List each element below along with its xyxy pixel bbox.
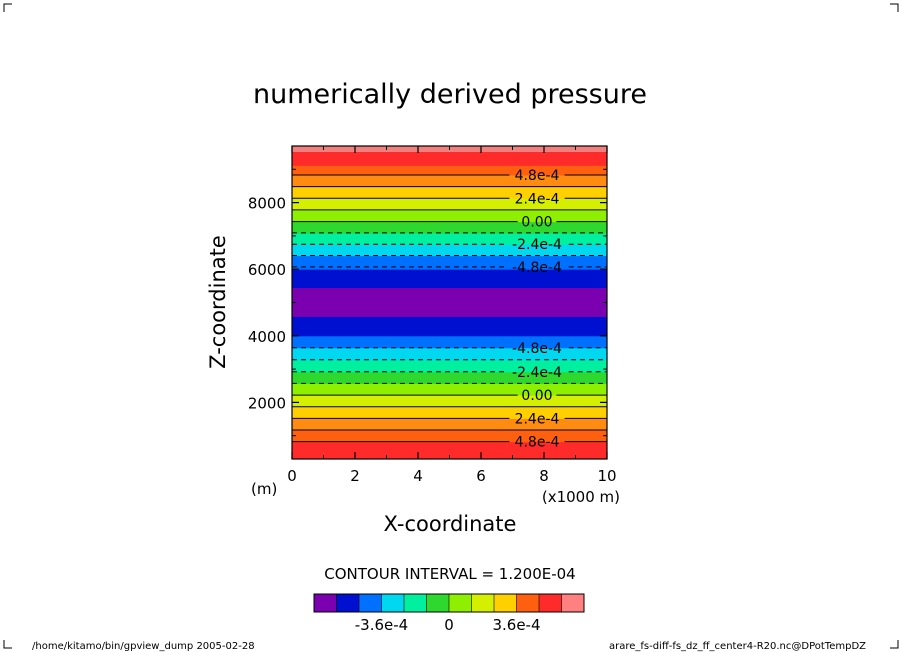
colorbar-swatch-11 xyxy=(561,594,585,612)
colorbar: -3.6e-4 0 3.6e-4 xyxy=(313,593,585,634)
band-5 xyxy=(292,383,607,396)
contour-label-13: 0.00 xyxy=(521,215,552,231)
band-14 xyxy=(292,244,607,257)
y-tick-label-0: 2000 xyxy=(248,394,286,412)
colorbar-swatch-4 xyxy=(404,594,427,612)
band-2 xyxy=(292,418,607,431)
chart-title: numerically derived pressure xyxy=(253,79,647,110)
contour-label-6: -2.4e-4 xyxy=(512,365,562,381)
x-tick-label-1: 2 xyxy=(350,467,360,485)
contour-labels: 4.8e-4 2.4e-4 0.00 -2.4e-4 -4.8e-4 -4.8e-4 -2.… xyxy=(512,168,562,451)
colorbar-swatch-3 xyxy=(381,594,405,612)
band-15 xyxy=(292,232,607,245)
band-12 xyxy=(292,269,607,289)
x-axis-label: X-coordinate xyxy=(384,512,517,536)
contour-label-4: 0.00 xyxy=(521,388,552,404)
y-axis-label: Z-coordinate xyxy=(206,235,230,369)
y-tick-label-1: 4000 xyxy=(248,328,286,346)
band-8 xyxy=(292,347,607,361)
x-tick-label-3: 6 xyxy=(476,467,486,485)
colorbar-swatch-7 xyxy=(471,594,495,612)
contour-label-0: 4.8e-4 xyxy=(515,435,560,451)
colorbar-swatch-10 xyxy=(539,594,562,612)
filled-bands xyxy=(292,146,607,460)
colorbar-swatch-8 xyxy=(494,594,517,612)
contour-label-15: 2.4e-4 xyxy=(515,191,560,207)
footer-left: /home/kitamo/bin/gpview_dump 2005-02-28 xyxy=(32,641,255,652)
colorbar-swatch-5 xyxy=(426,594,450,612)
crop-marks xyxy=(3,3,899,649)
band-20 xyxy=(292,174,607,188)
band-16 xyxy=(292,221,607,234)
band-10 xyxy=(292,316,607,337)
y-tick-label-3: 8000 xyxy=(248,195,286,213)
band-7 xyxy=(292,359,607,373)
band-11 xyxy=(292,287,607,317)
colorbar-swatch-1 xyxy=(336,594,360,612)
colorbar-label-0: -3.6e-4 xyxy=(355,616,408,634)
band-3 xyxy=(292,406,607,419)
band-9 xyxy=(292,335,607,349)
band-17 xyxy=(292,209,607,223)
contour-label-8: -4.8e-4 xyxy=(512,341,562,357)
x-unit-right: (x1000 m) xyxy=(542,488,620,506)
axis-ticks: 0 2 4 6 8 10 2000 4000 6000 8000 xyxy=(248,146,617,485)
colorbar-swatch-6 xyxy=(449,594,472,612)
x-tick-label-2: 4 xyxy=(413,467,423,485)
contour-label-11: -2.4e-4 xyxy=(512,237,562,253)
band-21 xyxy=(292,165,607,176)
contour-label-9: -4.8e-4 xyxy=(512,260,562,276)
contour-lines xyxy=(292,174,607,443)
band-6 xyxy=(292,371,607,384)
colorbar-swatch-9 xyxy=(516,594,540,612)
contour-label-17: 4.8e-4 xyxy=(515,168,560,184)
band-0 xyxy=(292,441,607,460)
footer-right: arare_fs-diff-fs_dz_ff_center4-R20.nc@DP… xyxy=(609,641,866,652)
band-4 xyxy=(292,395,607,408)
y-tick-label-2: 6000 xyxy=(248,261,286,279)
contour-interval: CONTOUR INTERVAL = 1.200E-04 xyxy=(324,565,575,583)
x-tick-label-0: 0 xyxy=(287,467,297,485)
colorbar-label-1: 0 xyxy=(444,616,454,634)
band-13 xyxy=(292,255,607,270)
x-unit-left: (m) xyxy=(251,480,277,498)
colorbar-swatch-2 xyxy=(359,594,382,612)
x-tick-label-4: 8 xyxy=(539,467,549,485)
colorbar-swatch-0 xyxy=(314,594,337,612)
band-19 xyxy=(292,186,607,199)
x-tick-label-5: 10 xyxy=(597,467,616,485)
band-1 xyxy=(292,430,607,443)
colorbar-label-2: 3.6e-4 xyxy=(492,616,540,634)
band-18 xyxy=(292,198,607,211)
contour-label-2: 2.4e-4 xyxy=(515,411,560,427)
